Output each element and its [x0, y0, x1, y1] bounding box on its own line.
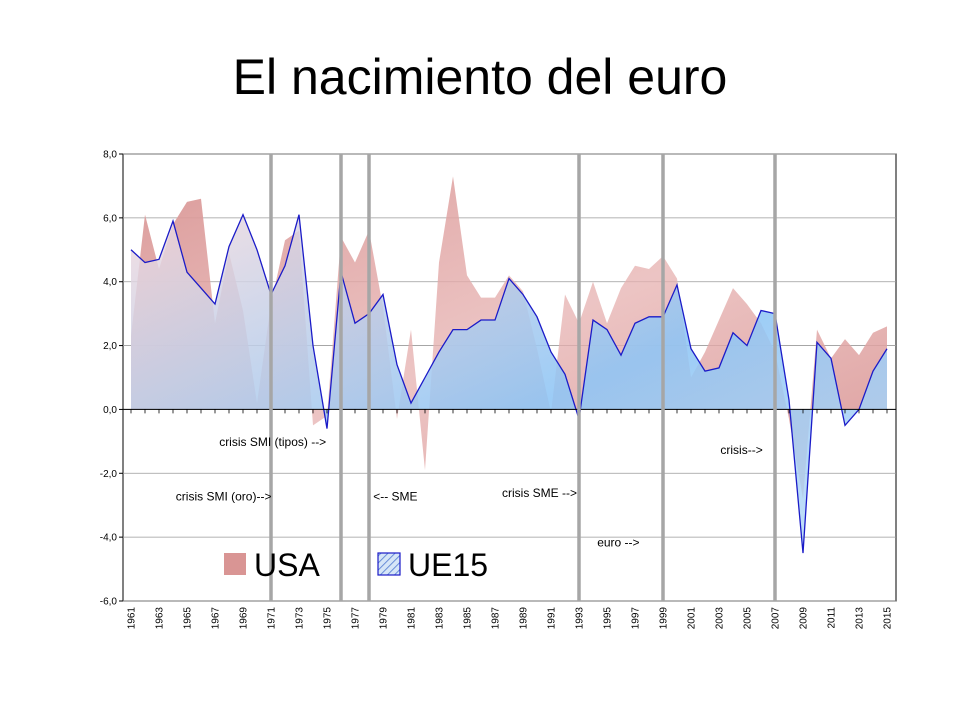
- x-tick-label: 1991: [547, 607, 558, 630]
- x-tick-label: 2009: [799, 607, 810, 630]
- legend-usa-swatch: [224, 553, 246, 575]
- x-tick-label: 1995: [603, 607, 614, 630]
- annotation: euro -->: [597, 536, 639, 550]
- x-tick-label: 1997: [631, 607, 642, 630]
- plot-area: 8,0 6,0 4,0 2,0 0,0 -2,0 -4,0 -6,0 1961 1963 1965 1…: [100, 150, 897, 630]
- annotation: crisis SMI (tipos) -->: [219, 435, 326, 449]
- y-tick-label: 0,0: [103, 405, 117, 416]
- series-ue15-area: [131, 214, 887, 554]
- x-tick-label: 1977: [351, 607, 362, 630]
- x-tick-label: 1989: [519, 607, 530, 630]
- y-tick-label: 2,0: [103, 341, 117, 352]
- y-tick-label: 4,0: [103, 277, 117, 288]
- x-tick-label: 1967: [211, 607, 222, 630]
- x-tick-label: 2001: [687, 607, 698, 630]
- annotation: crisis SME -->: [502, 486, 577, 500]
- y-tick-label: -4,0: [100, 533, 118, 544]
- x-tick-label: 2003: [715, 607, 726, 630]
- x-tick-label: 1961: [127, 607, 138, 630]
- x-tick-label: 1965: [183, 607, 194, 630]
- x-tick-label: 1963: [155, 607, 166, 630]
- x-tick-label: 2007: [771, 607, 782, 630]
- x-tick-label: 1973: [295, 607, 306, 630]
- x-tick-label: 2015: [883, 607, 894, 630]
- x-tick-label: 1979: [379, 607, 390, 630]
- x-tick-label: 1993: [575, 607, 586, 630]
- annotation: <-- SME: [373, 489, 417, 503]
- x-tick-label: 1971: [267, 607, 278, 630]
- y-tick-label: -6,0: [100, 597, 118, 608]
- legend-ue15-swatch: [377, 552, 401, 576]
- legend-ue15-label: UE15: [408, 547, 488, 583]
- x-tick-label: 1987: [491, 607, 502, 630]
- x-tick-label: 1981: [407, 607, 418, 630]
- x-tick-label: 1975: [323, 607, 334, 630]
- annotation: crisis-->: [720, 443, 762, 457]
- chart-title: El nacimiento del euro: [232, 49, 728, 105]
- x-tick-label: 2005: [743, 607, 754, 630]
- x-tick-label: 2011: [827, 607, 838, 629]
- x-tick-label: 1969: [239, 607, 250, 630]
- legend-usa-label: USA: [254, 547, 320, 583]
- y-tick-label: 6,0: [103, 213, 117, 224]
- x-tick-label: 1985: [463, 607, 474, 630]
- series-ue15-line: [130, 212, 888, 554]
- x-tick-label: 2013: [855, 607, 866, 630]
- x-tick-label: 1983: [435, 607, 446, 630]
- annotation: crisis SMI (oro)-->: [176, 489, 272, 503]
- x-tick-label: 1999: [659, 607, 670, 630]
- y-tick-label: -2,0: [100, 469, 118, 480]
- y-tick-label: 8,0: [103, 150, 117, 161]
